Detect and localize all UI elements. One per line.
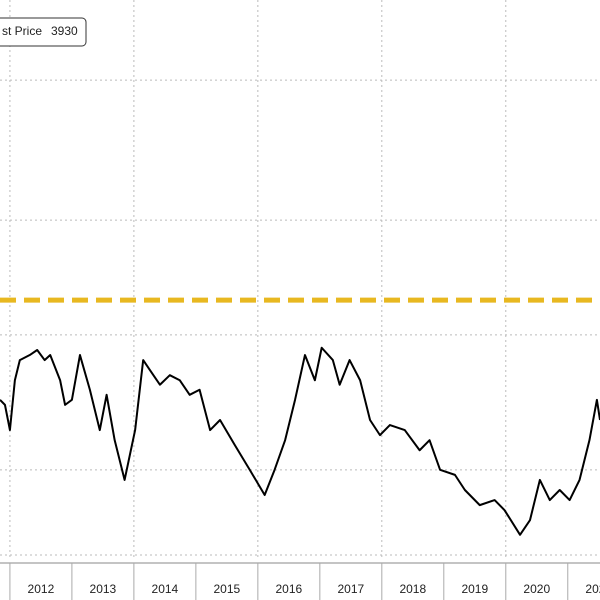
- x-tick-label: 2016: [275, 582, 302, 596]
- x-tick-label: 2014: [152, 582, 179, 596]
- x-tick-label: 2018: [399, 582, 426, 596]
- x-axis: 2012 2013 2014 2015 2016 2017 2018 2019 2020 2021: [0, 562, 600, 600]
- legend-value: 3930: [51, 24, 78, 38]
- legend-box: [0, 17, 87, 47]
- grid: [0, 0, 600, 560]
- price-line: [0, 346, 600, 536]
- x-tick-label: 2017: [337, 582, 364, 596]
- x-tick-label: 2019: [461, 582, 488, 596]
- x-tick-label: 2020: [523, 582, 550, 596]
- legend: st Price 3930: [0, 17, 87, 47]
- axis-band: [0, 563, 600, 600]
- x-tick-label: 2012: [28, 582, 55, 596]
- x-tick-label: 2015: [214, 582, 241, 596]
- legend-label: st Price: [2, 24, 42, 38]
- plot: [0, 297, 600, 536]
- x-tick-label: 2021: [585, 582, 600, 596]
- x-tick-label: 2013: [90, 582, 117, 596]
